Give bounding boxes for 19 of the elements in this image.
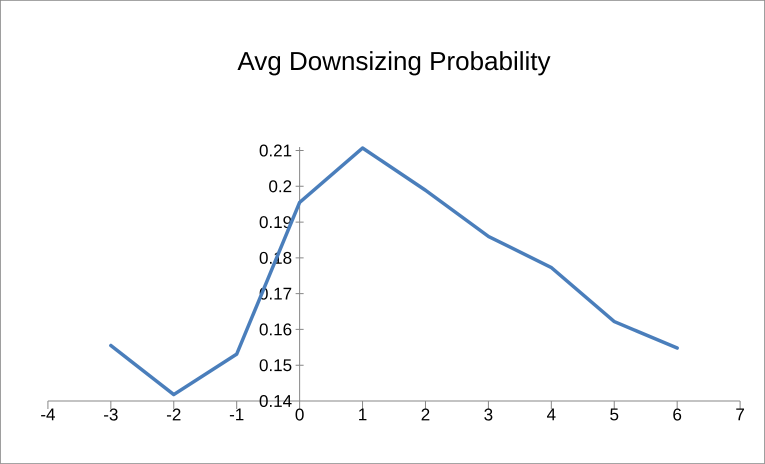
x-tick-label: -3 [104, 408, 118, 421]
y-tick-label: 0.15 [260, 359, 292, 372]
x-tick-label: 3 [484, 408, 492, 421]
x-tick-label: -2 [166, 408, 180, 420]
x-tick-label: 2 [422, 408, 430, 420]
y-tick-label: 0.2 [269, 180, 292, 192]
line-series [109, 146, 679, 396]
x-tick-label: 0 [296, 408, 304, 421]
x-tick-label: -1 [230, 408, 244, 420]
x-tick-label: 6 [673, 408, 682, 421]
y-tick-label: 0.21 [260, 144, 292, 157]
y-tick-label: 0.14 [260, 395, 292, 408]
x-tick-label: 7 [736, 408, 744, 420]
x-tick-label: 4 [546, 408, 556, 420]
x-tick-label: 1 [359, 408, 366, 420]
x-tick-label: -4 [41, 408, 55, 420]
y-tick-label: 0.16 [260, 323, 292, 336]
x-tick-label: 5 [610, 408, 618, 420]
chart-title: Avg Downsizing Probability [237, 51, 550, 76]
